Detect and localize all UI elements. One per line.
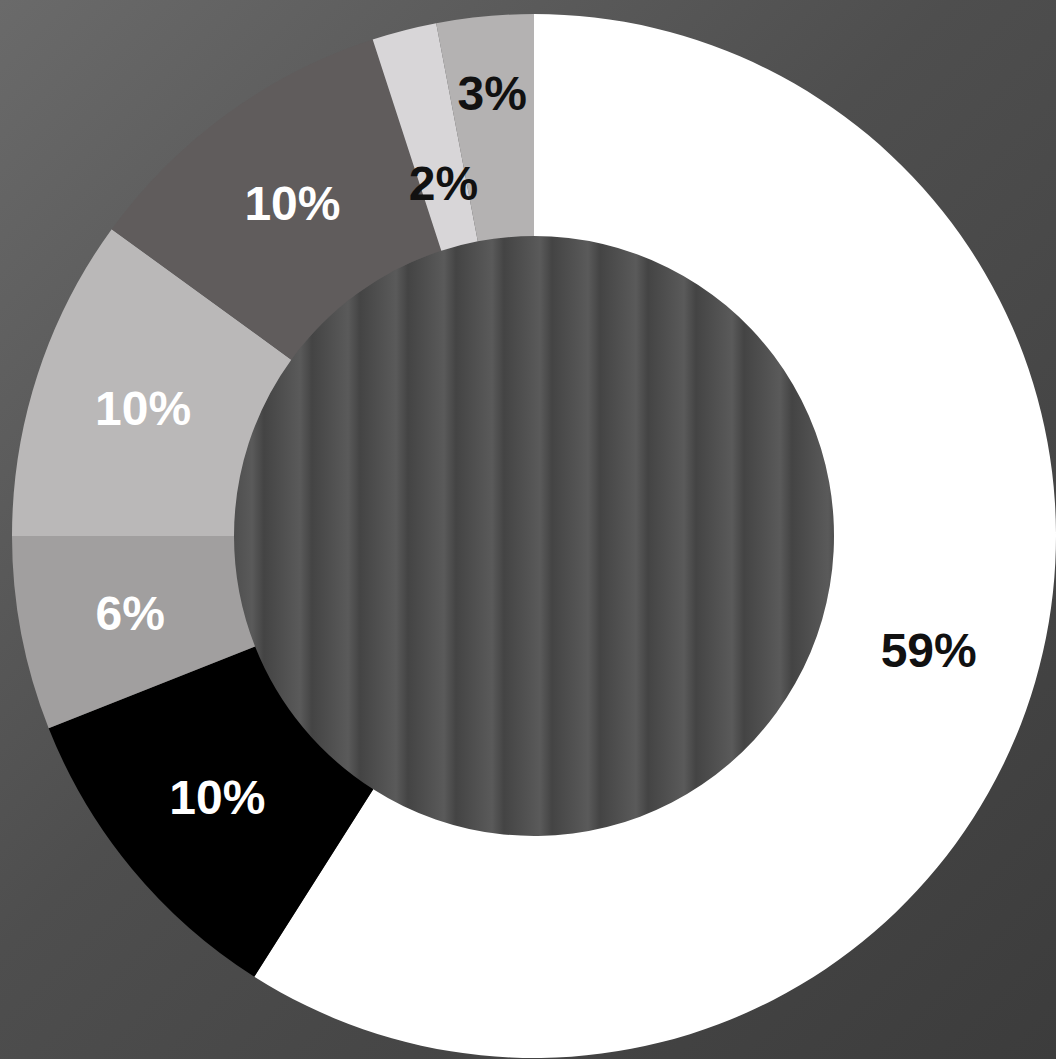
svg-text:10%: 10% xyxy=(95,382,191,435)
svg-text:2%: 2% xyxy=(409,157,478,210)
svg-text:59%: 59% xyxy=(881,624,977,677)
svg-text:10%: 10% xyxy=(169,771,265,824)
svg-text:10%: 10% xyxy=(244,177,340,230)
svg-text:3%: 3% xyxy=(458,67,527,120)
svg-text:6%: 6% xyxy=(96,587,165,640)
